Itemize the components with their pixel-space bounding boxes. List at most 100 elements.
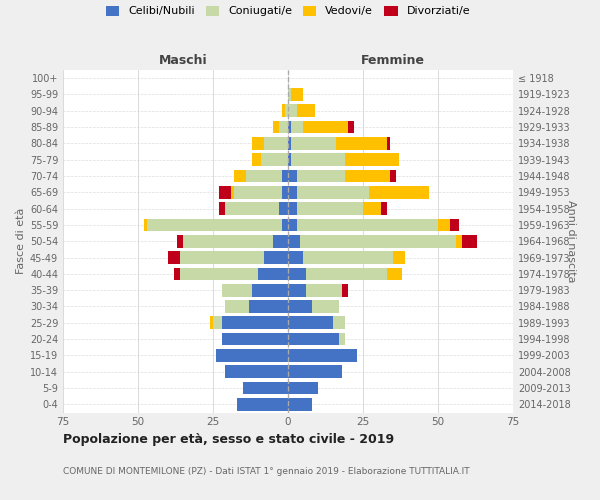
Text: Femmine: Femmine xyxy=(361,54,425,66)
Bar xyxy=(348,120,354,134)
Bar xyxy=(333,316,345,329)
Bar xyxy=(180,268,258,280)
Bar xyxy=(225,366,288,378)
Bar xyxy=(288,137,291,150)
Bar xyxy=(288,104,297,117)
Bar xyxy=(363,202,381,215)
Bar xyxy=(306,268,387,280)
Bar xyxy=(450,218,459,232)
Bar xyxy=(462,235,477,248)
Bar xyxy=(291,88,303,101)
Bar xyxy=(219,186,231,198)
Bar xyxy=(288,284,306,296)
Bar xyxy=(252,284,288,296)
Bar xyxy=(291,154,345,166)
Bar xyxy=(273,235,288,248)
Bar xyxy=(282,170,288,182)
Bar xyxy=(303,251,393,264)
Bar xyxy=(381,202,387,215)
Bar xyxy=(234,170,246,182)
Bar xyxy=(387,137,390,150)
Bar xyxy=(174,268,180,280)
Bar xyxy=(288,382,318,394)
Bar xyxy=(183,235,273,248)
Bar xyxy=(180,251,264,264)
Y-axis label: Anni di nascita: Anni di nascita xyxy=(566,200,576,282)
Bar xyxy=(345,154,399,166)
Bar xyxy=(222,316,288,329)
Bar xyxy=(297,202,363,215)
Bar xyxy=(258,268,288,280)
Legend: Celibi/Nubili, Coniugati/e, Vedovi/e, Divorziati/e: Celibi/Nubili, Coniugati/e, Vedovi/e, Di… xyxy=(106,6,470,16)
Bar xyxy=(246,170,282,182)
Bar xyxy=(297,186,369,198)
Bar xyxy=(393,251,405,264)
Bar xyxy=(345,170,390,182)
Bar xyxy=(222,332,288,345)
Bar xyxy=(264,137,288,150)
Bar xyxy=(390,170,396,182)
Bar xyxy=(288,202,297,215)
Bar xyxy=(369,186,429,198)
Text: Popolazione per età, sesso e stato civile - 2019: Popolazione per età, sesso e stato civil… xyxy=(63,432,394,446)
Text: Maschi: Maschi xyxy=(158,54,208,66)
Bar xyxy=(288,316,333,329)
Bar xyxy=(252,154,261,166)
Bar xyxy=(342,284,348,296)
Bar xyxy=(225,300,249,313)
Bar xyxy=(387,268,402,280)
Bar xyxy=(177,235,183,248)
Bar xyxy=(243,382,288,394)
Bar xyxy=(288,120,291,134)
Bar xyxy=(231,186,234,198)
Bar xyxy=(339,332,345,345)
Bar xyxy=(288,186,297,198)
Bar xyxy=(282,218,288,232)
Bar xyxy=(297,218,438,232)
Bar xyxy=(288,300,312,313)
Bar xyxy=(273,120,279,134)
Bar xyxy=(216,349,288,362)
Bar xyxy=(252,137,264,150)
Bar xyxy=(306,284,342,296)
Bar xyxy=(225,202,279,215)
Bar xyxy=(288,268,306,280)
Bar xyxy=(279,120,288,134)
Bar xyxy=(288,366,342,378)
Bar xyxy=(303,120,348,134)
Bar xyxy=(300,235,456,248)
Bar xyxy=(297,104,315,117)
Bar xyxy=(288,251,303,264)
Bar xyxy=(288,349,357,362)
Bar xyxy=(456,235,462,248)
Bar xyxy=(219,202,225,215)
Bar xyxy=(438,218,450,232)
Bar xyxy=(291,137,336,150)
Bar xyxy=(261,154,288,166)
Bar xyxy=(147,218,282,232)
Bar xyxy=(282,186,288,198)
Bar xyxy=(264,251,288,264)
Bar xyxy=(237,398,288,410)
Bar xyxy=(288,154,291,166)
Bar xyxy=(288,398,312,410)
Bar xyxy=(222,284,252,296)
Bar xyxy=(312,300,339,313)
Bar xyxy=(288,235,300,248)
Bar xyxy=(297,170,345,182)
Bar xyxy=(282,104,285,117)
Bar xyxy=(144,218,147,232)
Bar xyxy=(210,316,213,329)
Y-axis label: Fasce di età: Fasce di età xyxy=(16,208,26,274)
Bar xyxy=(288,88,291,101)
Bar xyxy=(291,120,303,134)
Bar xyxy=(288,332,339,345)
Text: COMUNE DI MONTEMILONE (PZ) - Dati ISTAT 1° gennaio 2019 - Elaborazione TUTTITALI: COMUNE DI MONTEMILONE (PZ) - Dati ISTAT … xyxy=(63,468,470,476)
Bar xyxy=(234,186,282,198)
Bar xyxy=(336,137,387,150)
Bar xyxy=(285,104,288,117)
Bar xyxy=(279,202,288,215)
Bar xyxy=(213,316,222,329)
Bar xyxy=(249,300,288,313)
Bar xyxy=(168,251,180,264)
